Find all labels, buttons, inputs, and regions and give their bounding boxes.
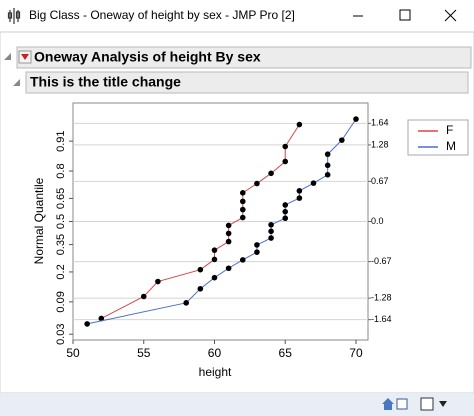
layout-dropdown[interactable] — [439, 401, 447, 407]
data-point — [268, 228, 274, 235]
outline-header — [25, 71, 469, 94]
outline-title: Oneway Analysis of height By sex — [34, 49, 261, 65]
data-point — [296, 195, 303, 201]
title-bar — [0, 0, 474, 32]
data-point — [254, 249, 260, 255]
y-tick-label: 0.8 — [55, 163, 67, 178]
data-point — [211, 247, 218, 253]
y-axis-label: Normal Quantile — [32, 177, 46, 264]
data-point — [225, 265, 232, 272]
maximize-button[interactable] — [399, 9, 411, 21]
home-icon[interactable] — [382, 398, 394, 410]
legend-label: F — [446, 123, 453, 137]
data-point — [239, 198, 246, 205]
close-button[interactable] — [444, 9, 457, 22]
data-point — [296, 188, 303, 194]
x-tick-label: 50 — [66, 346, 80, 360]
y-tick-label: 0.03 — [55, 324, 67, 345]
data-point — [239, 206, 246, 213]
disclosure-toggle[interactable] — [4, 53, 11, 60]
series-line — [101, 124, 300, 319]
data-point — [155, 278, 161, 285]
data-point — [197, 285, 204, 292]
data-point — [296, 121, 303, 128]
x-tick-label: 65 — [279, 346, 293, 360]
data-point — [84, 321, 90, 327]
y-tick-label: 0.35 — [55, 234, 67, 255]
data-point — [268, 170, 274, 177]
data-point — [183, 300, 189, 306]
y-tick-label: 0.2 — [55, 264, 67, 279]
y2-tick-label: -1.64 — [371, 314, 392, 324]
legend-label: M — [446, 139, 456, 153]
data-point — [239, 257, 246, 263]
data-point — [324, 151, 331, 158]
data-point — [268, 235, 274, 241]
y-tick-label: 0.91 — [55, 130, 67, 151]
data-point — [225, 238, 232, 245]
data-point — [339, 137, 345, 143]
layout-button[interactable] — [420, 397, 434, 411]
y2-tick-label: 0.67 — [371, 176, 389, 186]
data-point — [324, 162, 331, 169]
outline-header — [16, 46, 472, 69]
data-point — [140, 293, 147, 300]
y-tick-label: 0.5 — [55, 214, 67, 229]
status-bar — [0, 393, 474, 416]
x-axis-label: height — [199, 365, 232, 379]
data-point — [211, 256, 218, 263]
data-point — [239, 214, 246, 221]
x-tick-label: 55 — [137, 346, 151, 360]
data-point — [282, 215, 289, 222]
series-line — [87, 118, 357, 325]
data-point — [282, 208, 289, 215]
y2-tick-label: 0.0 — [371, 216, 384, 226]
y-tick-label: 0.09 — [55, 291, 67, 312]
x-tick-label: 70 — [349, 346, 363, 360]
data-point — [353, 116, 359, 122]
x-tick-label: 60 — [208, 346, 222, 360]
data-point — [254, 180, 260, 187]
data-point — [211, 274, 218, 281]
data-point — [225, 222, 232, 229]
y2-tick-label: -0.67 — [371, 256, 392, 266]
data-point — [268, 221, 274, 228]
data-point — [324, 171, 331, 178]
y-tick-label: 0.65 — [55, 188, 67, 209]
red-triangle — [21, 54, 29, 60]
window-title: Big Class - Oneway of height by sex - JM… — [29, 8, 295, 22]
app-icon — [7, 8, 21, 24]
data-point — [197, 266, 204, 273]
data-point — [225, 230, 232, 237]
data-point — [310, 180, 317, 186]
disclosure-toggle[interactable] — [13, 79, 20, 86]
y2-tick-label: 1.64 — [371, 118, 389, 128]
data-point — [254, 242, 260, 248]
y2-tick-label: 1.28 — [371, 139, 389, 149]
data-point — [282, 158, 289, 165]
data-point — [98, 315, 105, 322]
window-list-icon[interactable] — [396, 398, 408, 410]
outline-subtitle: This is the title change — [30, 74, 181, 90]
data-point — [282, 202, 289, 208]
data-point — [239, 190, 246, 196]
y2-tick-label: -1.28 — [371, 292, 392, 302]
data-point — [282, 143, 289, 150]
legend-box — [407, 119, 469, 156]
